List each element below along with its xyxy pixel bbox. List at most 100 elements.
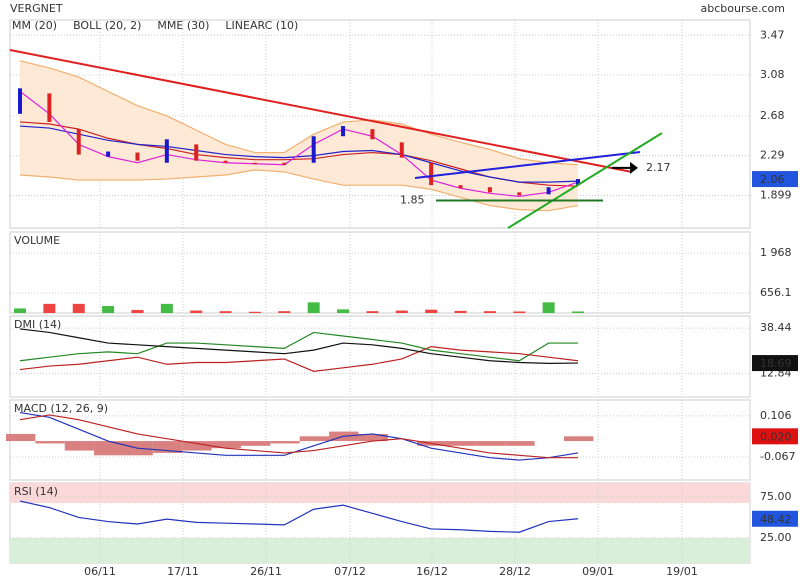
volume-bar [307,302,320,313]
histogram-bar [211,441,241,449]
bollinger-band [20,60,578,211]
y-tick-label: 0.106 [760,409,792,422]
histogram-bar [94,441,124,456]
volume-bar [131,309,144,313]
indicator-line [19,414,578,459]
histogram-bar [35,441,65,444]
histogram-bar [270,441,300,444]
candle [223,160,228,163]
candle [47,93,52,122]
volume-bar [43,303,56,313]
histogram-bar [505,441,535,446]
indicator-line [19,60,579,166]
x-tick-label: 17/11 [167,565,199,578]
legend-entry: MM (20) [12,19,57,32]
panel-title: MACD (12, 26, 9) [14,402,108,415]
panel-title: DMI (14) [14,318,61,331]
x-tick-label: 06/11 [84,565,116,578]
bollinger-lower [19,169,579,212]
volume-bar [513,311,526,313]
last-value-box [752,510,798,527]
panel-frame [9,19,751,229]
volume-bar [366,311,379,313]
candle [135,152,140,161]
plot-layer: 3.47 3.08 2.68 2.29 1.899 MM (20) BOLL (20, 2)… [6,19,798,578]
volume-bar [278,311,291,313]
indicator-line [19,411,579,461]
histogram-bar [446,441,476,446]
last-value-label: 48.42 [760,513,792,526]
y-tick-label: -0.067 [760,450,795,463]
y-tick-label: 2.29 [760,149,785,162]
legend-entry: MME (30) [157,19,209,32]
y-tick-label: 2.68 [760,109,785,122]
volume-bar [483,311,496,313]
source: abcbourse.com [701,2,785,15]
last-value-box [752,171,798,188]
volume-bar [72,303,85,313]
volume-bar [102,305,115,313]
histogram-bar [182,441,212,451]
last-value-label: 2.06 [760,173,785,186]
y-tick-label: 38.44 [760,321,792,334]
candle [76,129,81,155]
candle [429,162,434,186]
y-tick-label: 1.899 [760,188,792,201]
oversold-zone [10,537,750,563]
volume-bar [14,308,26,313]
candle [341,126,346,137]
candle [252,162,257,165]
histogram-bar [475,441,506,446]
volume-bar [542,302,555,313]
candle [458,185,463,189]
candle [282,162,287,165]
legend-entry: BOLL (20, 2) [73,19,141,32]
candle [546,187,551,195]
candle [576,179,580,186]
candle [106,151,111,157]
y-tick-label: 25.00 [760,531,792,544]
last-value-box [752,428,798,445]
y-tick-label: 1 968 [760,246,792,259]
legend-entry: LINEARC (10) [225,19,298,32]
y-tick-label: 656.1 [760,286,792,299]
volume-bar [425,309,438,313]
histogram-bar [358,433,388,442]
x-tick-label: 16/12 [416,565,448,578]
volume-bar [572,311,584,313]
indicator-line [19,331,578,362]
panel-title: RSI (14) [14,485,58,498]
indicator-line [19,328,579,364]
chart-title: VERGNET [10,2,63,15]
candle [164,139,169,163]
indicator-line [19,345,579,372]
volume-bar [190,310,203,313]
y-tick-label: 3.08 [760,68,785,81]
panel-title: VOLUME [14,234,60,247]
x-tick-label: 26/11 [250,565,282,578]
panel-frame [9,231,751,314]
x-tick-label: 09/01 [582,565,614,578]
histogram-bar [240,441,271,446]
volume-bar [454,310,467,313]
histogram-bar [6,433,36,442]
last-value-label: 0.020 [760,430,792,443]
last-value-label: 18.69 [760,357,792,370]
candle [370,129,375,140]
volume-bar [337,309,350,313]
panel-frame [9,315,751,398]
x-tick-label: 19/01 [666,565,698,578]
overbought-zone [10,483,750,503]
x-tick-label: 07/12 [334,565,366,578]
histogram-bar [564,436,594,442]
y-tick-label: 75.00 [760,490,792,503]
candle [311,136,316,163]
candle [517,192,522,196]
last-value-box [752,355,798,372]
trend-line [414,151,641,179]
trend-line [507,132,663,229]
indicator-line [19,90,579,197]
candle [194,144,199,161]
